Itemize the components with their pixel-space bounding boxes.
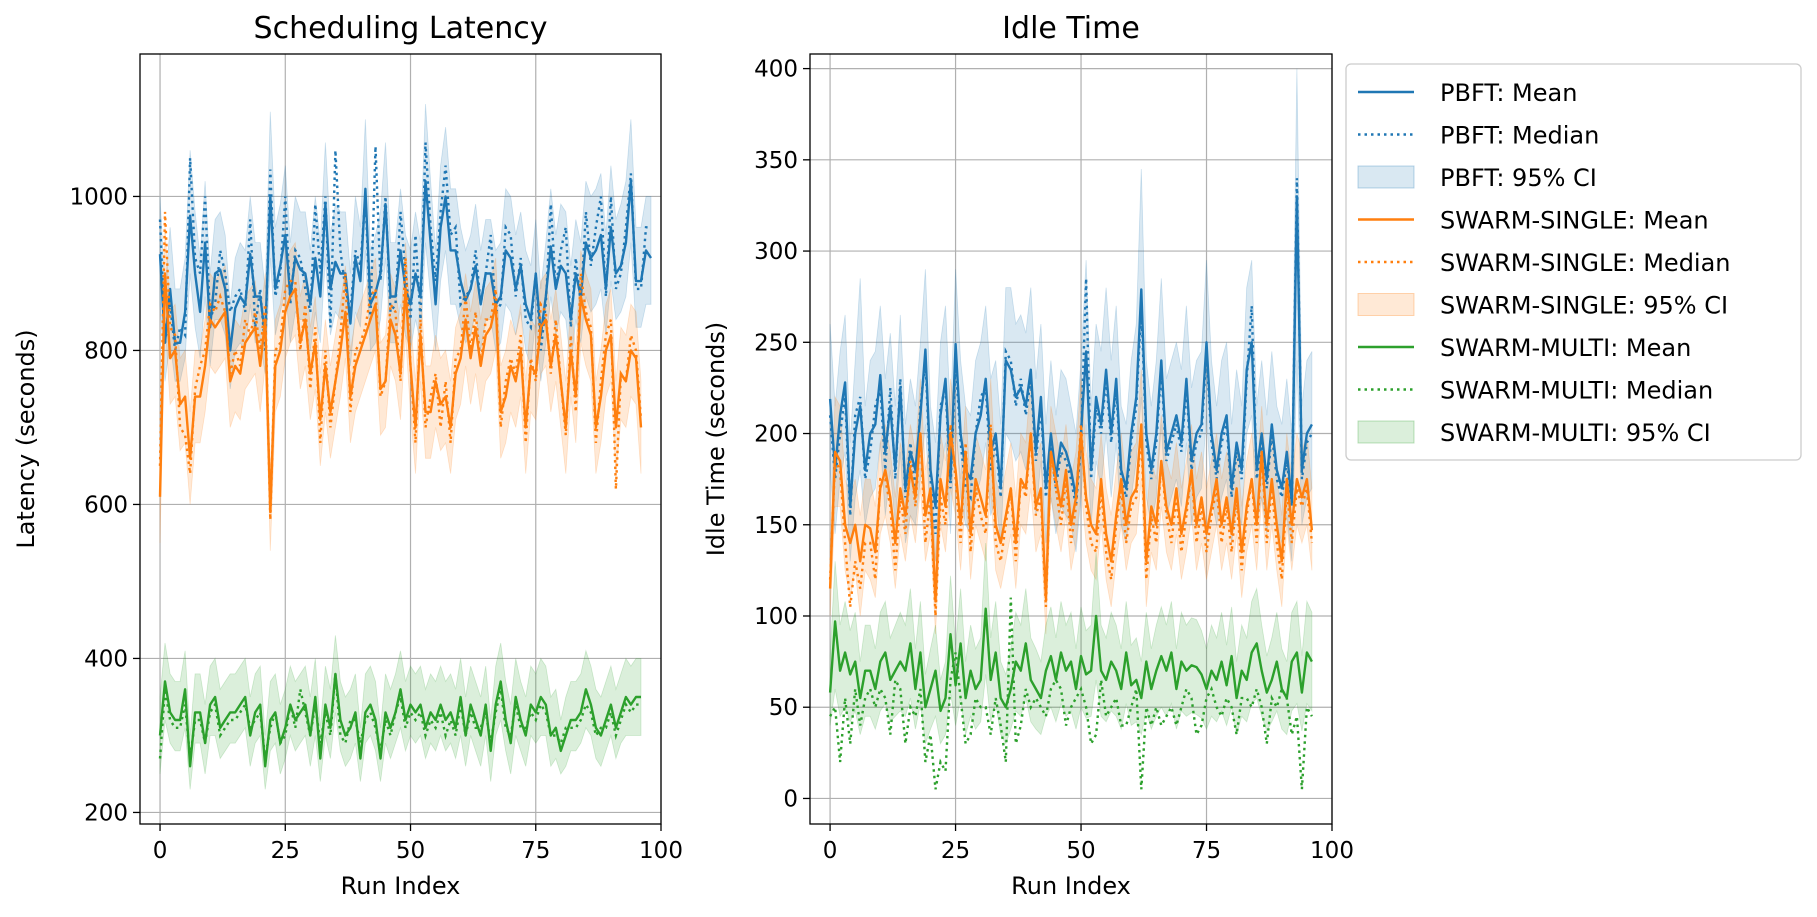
legend-label: SWARM-SINGLE: Mean <box>1440 207 1709 235</box>
legend-item: SWARM-SINGLE: Median <box>1358 249 1731 277</box>
x-axis-label: Run Index <box>341 872 461 900</box>
swarm-multi-ci-band <box>159 635 642 790</box>
legend-swatch <box>1357 420 1415 444</box>
y-tick-label: 100 <box>754 604 798 630</box>
swarm-multi-median-line <box>829 597 1313 790</box>
legend-label: SWARM-SINGLE: Median <box>1440 249 1731 277</box>
plot-frame <box>809 53 1333 825</box>
x-tick-label: 25 <box>941 838 970 864</box>
legend-box <box>1345 63 1802 461</box>
series-group <box>828 68 1314 790</box>
y-tick-label: 300 <box>754 239 798 265</box>
y-tick-label: 600 <box>84 492 128 518</box>
swarm-multi-mean-line <box>828 607 1313 713</box>
legend-label: PBFT: Median <box>1440 122 1599 150</box>
y-tick-label: 200 <box>84 800 128 826</box>
y-axis-label: Latency (seconds) <box>12 329 40 548</box>
y-tick-label: 400 <box>754 57 798 83</box>
y-tick-label: 350 <box>754 148 798 174</box>
legend-item: SWARM-MULTI: Mean <box>1358 334 1691 362</box>
x-tick-label: 25 <box>271 838 300 864</box>
y-tick-label: 400 <box>84 646 128 672</box>
legend-swatch <box>1357 165 1415 189</box>
legend-item: SWARM-SINGLE: 95% CI <box>1357 292 1728 320</box>
x-tick-label: 50 <box>396 838 425 864</box>
swarm-single-mean-line <box>158 272 643 514</box>
swarm-single-median-line <box>828 424 1314 617</box>
legend-label: SWARM-MULTI: Median <box>1440 377 1713 405</box>
series-group <box>158 103 653 790</box>
x-tick-label: 50 <box>1066 838 1095 864</box>
y-tick-label: 50 <box>769 695 798 721</box>
legend-label: PBFT: 95% CI <box>1440 164 1597 192</box>
plot-frame <box>139 53 662 825</box>
x-axis-label: Run Index <box>1011 872 1131 900</box>
chart-title: Idle Time <box>1002 11 1140 46</box>
legend-label: SWARM-MULTI: Mean <box>1440 334 1691 362</box>
swarm-single-ci-band <box>159 227 642 551</box>
swarm-multi-median-line <box>158 673 641 759</box>
x-tick-label: 75 <box>521 838 550 864</box>
legend-item: PBFT: Median <box>1358 122 1599 150</box>
legend-swatch <box>1357 293 1415 316</box>
y-tick-label: 150 <box>754 513 798 539</box>
legend-item: PBFT: 95% CI <box>1357 164 1597 192</box>
x-tick-label: 75 <box>1192 838 1221 864</box>
pbft-median-line <box>828 178 1313 535</box>
legend-label: SWARM-MULTI: 95% CI <box>1440 419 1711 447</box>
pbft-ci-band <box>159 103 652 390</box>
swarm-single-mean-line <box>828 423 1314 603</box>
legend-item: SWARM-SINGLE: Mean <box>1358 207 1709 235</box>
x-tick-label: 100 <box>1310 838 1354 864</box>
legend-item: SWARM-MULTI: Median <box>1358 377 1713 405</box>
chart-title: Scheduling Latency <box>254 11 548 46</box>
x-tick-label: 100 <box>639 838 683 864</box>
x-tick-label: 0 <box>153 838 168 864</box>
legend-item: PBFT: Mean <box>1358 79 1577 107</box>
swarm-multi-mean-line <box>158 672 641 768</box>
legend-item: SWARM-MULTI: 95% CI <box>1357 419 1711 447</box>
y-tick-label: 1000 <box>69 184 128 210</box>
x-tick-label: 0 <box>823 838 838 864</box>
legend: PBFT: Mean PBFT: Median PBFT: 95% CI SWARM-… <box>1345 63 1802 461</box>
legend-label: SWARM-SINGLE: 95% CI <box>1440 292 1728 320</box>
swarm-multi-ci-band <box>829 542 1313 745</box>
legend-label: PBFT: Mean <box>1440 79 1577 107</box>
y-tick-label: 800 <box>84 338 128 364</box>
y-tick-label: 250 <box>754 330 798 356</box>
y-tick-label: 0 <box>783 786 798 812</box>
idle-time-chart: 0 25 50 75 100 0 50 100 150 200 250 300 350 400 Idle T… <box>702 11 1354 900</box>
y-tick-label: 200 <box>754 422 798 448</box>
pbft-mean-line <box>828 195 1313 508</box>
latency-chart: 0 25 50 75 100 200 400 600 800 1000 Scheduling Lat… <box>12 11 683 900</box>
y-axis-label: Idle Time (seconds) <box>702 322 730 557</box>
